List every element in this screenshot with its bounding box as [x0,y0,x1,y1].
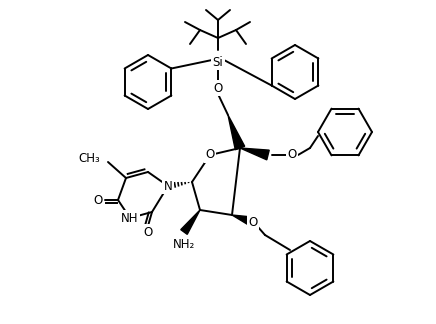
Polygon shape [181,210,200,234]
Text: N: N [164,179,172,192]
Text: NH: NH [121,212,139,225]
Text: NH₂: NH₂ [173,237,195,250]
Text: O: O [143,226,153,238]
Text: O: O [93,193,102,206]
Polygon shape [240,148,269,160]
Text: CH₃: CH₃ [78,152,100,165]
Text: O: O [213,82,223,95]
Text: O: O [249,215,258,228]
Text: O: O [287,148,296,161]
Polygon shape [228,115,245,150]
Text: O: O [205,148,215,161]
Text: Si: Si [213,55,223,68]
Polygon shape [232,215,255,227]
